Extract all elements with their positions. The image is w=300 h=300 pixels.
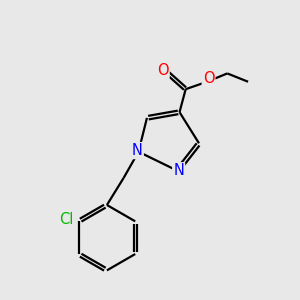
Text: N: N [173,163,184,178]
Text: O: O [157,63,169,78]
Text: Cl: Cl [59,212,73,227]
Text: N: N [132,143,143,158]
Text: O: O [203,71,214,86]
